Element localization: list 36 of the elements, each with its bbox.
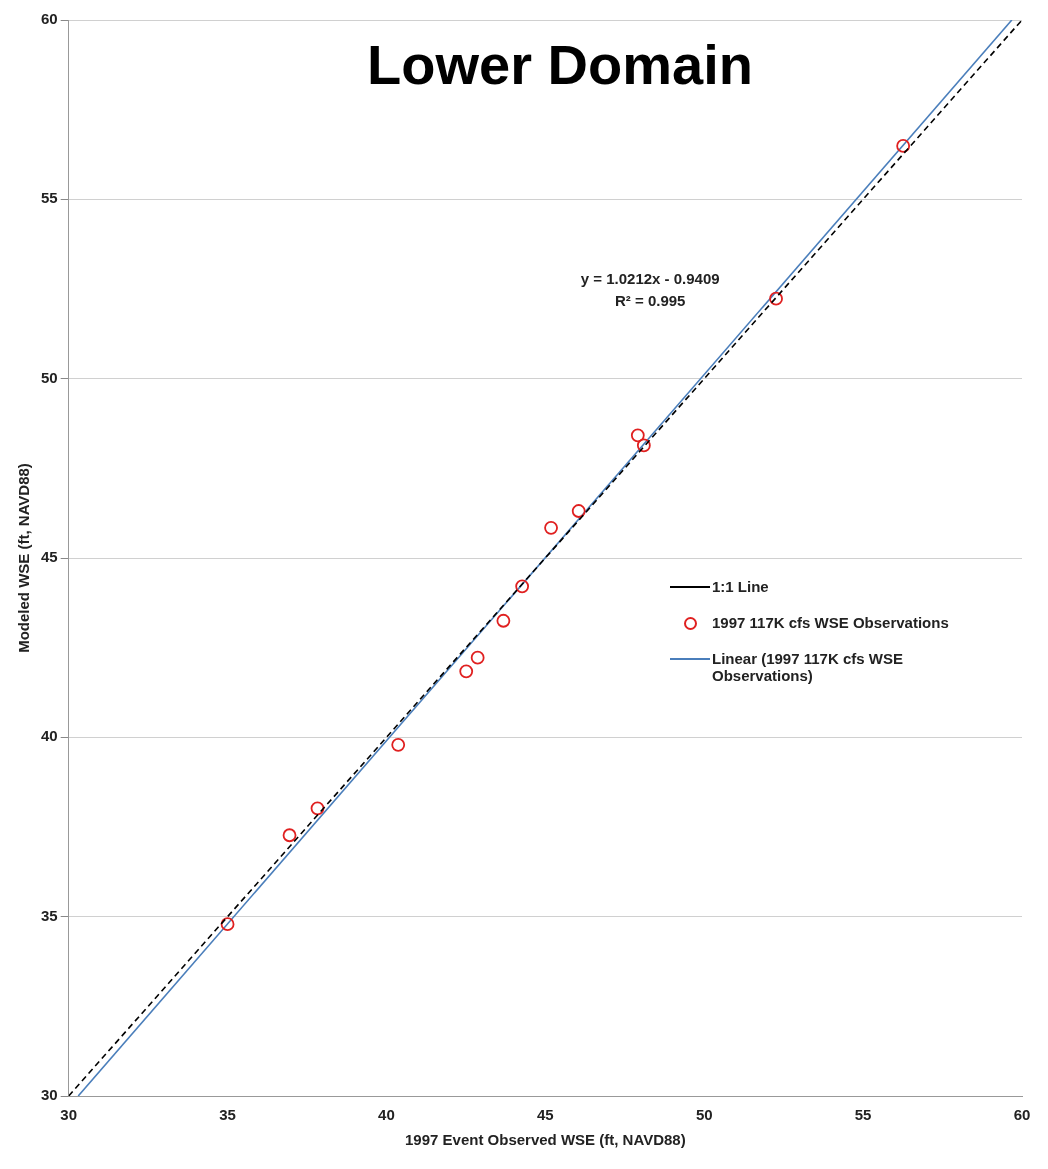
- point: [391, 737, 406, 752]
- point: [544, 520, 558, 535]
- x-tick-label: 60: [1013, 1106, 1031, 1124]
- point: [630, 428, 645, 443]
- chart-title: Lower Domain: [366, 32, 754, 97]
- point: [571, 504, 586, 518]
- x-tick-label: 50: [695, 1106, 713, 1124]
- x-tick-label: 55: [854, 1106, 872, 1124]
- legend-label: 1:1 Line: [712, 578, 769, 595]
- x-tick-label: 40: [378, 1106, 395, 1124]
- point: [896, 138, 911, 153]
- point: [282, 828, 297, 843]
- y-tick-label: 30: [41, 1086, 58, 1104]
- point: [496, 613, 511, 628]
- y-tick-label: 45: [41, 548, 58, 566]
- point: [310, 801, 325, 816]
- y-axis-title: Modeled WSE (ft, NAVD88): [15, 463, 33, 653]
- y-tick-label: 55: [41, 189, 58, 207]
- x-tick-label: 45: [537, 1106, 554, 1124]
- point: [220, 917, 235, 932]
- y-tick-label: 50: [41, 368, 58, 386]
- x-axis-title: 1997 Event Observed WSE (ft, NAVD88): [405, 1131, 686, 1149]
- annotation: R² = 0.995: [614, 291, 686, 309]
- x-tick-label: 35: [219, 1106, 236, 1124]
- legend-label: Linear (1997 117K cfs WSE Observations): [712, 650, 904, 684]
- point: [515, 579, 530, 594]
- annotation: y = 1.0212x - 0.9409: [580, 269, 720, 287]
- point: [769, 291, 783, 306]
- y-tick-label: 35: [41, 906, 58, 924]
- y-tick-label: 60: [41, 10, 58, 28]
- y-tick-label: 40: [41, 727, 58, 745]
- point: [636, 438, 651, 453]
- point: [459, 664, 474, 679]
- x-tick-label: 30: [60, 1106, 78, 1124]
- point: [470, 650, 485, 665]
- legend-label: 1997 117K cfs WSE Observations: [712, 614, 949, 631]
